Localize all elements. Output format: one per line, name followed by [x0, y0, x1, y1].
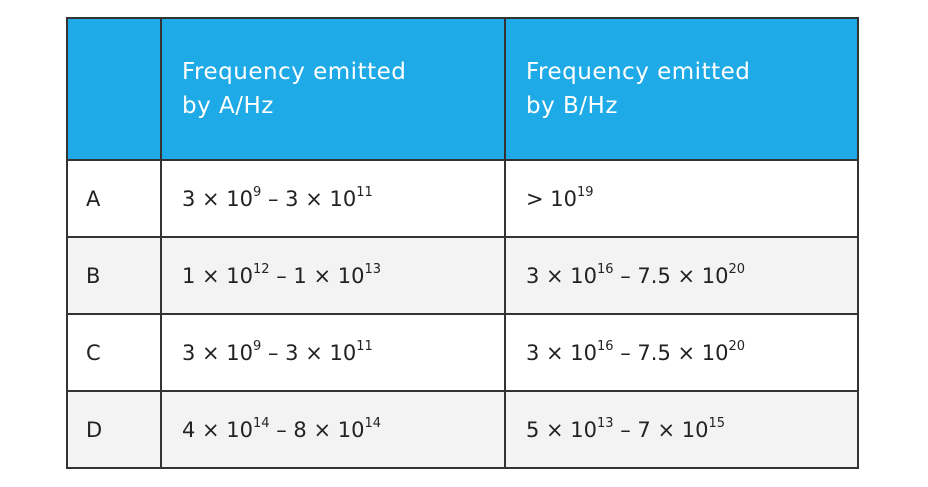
frequency-text: – 7.5 × 10: [613, 340, 729, 365]
exponent: 20: [728, 338, 746, 354]
exponent: 9: [253, 338, 262, 354]
header-cell: Frequency emitted by A/Hz: [160, 17, 506, 161]
frequency-text: 3 × 10: [526, 340, 598, 365]
frequency-cell: 3 × 1016 – 7.5 × 1020: [504, 236, 859, 315]
frequency-cell: 3 × 109 – 3 × 1011: [160, 313, 506, 392]
frequency-text: – 8 × 10: [269, 417, 365, 442]
row-label: D: [86, 417, 103, 442]
exponent: 14: [253, 415, 270, 431]
row-label-cell: C: [66, 313, 162, 392]
exponent: 19: [577, 184, 594, 200]
exponent: 13: [597, 415, 614, 431]
row-label: C: [86, 340, 101, 365]
frequency-cell: 1 × 1012 – 1 × 1013: [160, 236, 506, 315]
row-label: B: [86, 263, 101, 288]
frequency-cell: 3 × 109 – 3 × 1011: [160, 159, 506, 238]
exponent: 14: [364, 415, 382, 431]
exponent: 9: [253, 184, 262, 200]
row-label: A: [86, 186, 101, 211]
frequency-cell: 4 × 1014 – 8 × 1014: [160, 390, 506, 469]
frequency-cell: 5 × 1013 – 7 × 1015: [504, 390, 859, 469]
frequency-text: 4 × 10: [182, 417, 254, 442]
frequency-cell: 3 × 1016 – 7.5 × 1020: [504, 313, 859, 392]
exponent: 20: [728, 261, 746, 277]
exponent: 12: [253, 261, 270, 277]
header-text: Frequency emitted by B/Hz: [526, 59, 751, 119]
exponent: 16: [597, 338, 614, 354]
exponent: 11: [356, 338, 373, 354]
frequency-text: 3 × 10: [182, 340, 254, 365]
row-label-cell: A: [66, 159, 162, 238]
header-text: Frequency emitted by A/Hz: [182, 59, 407, 119]
exponent: 13: [364, 261, 382, 277]
frequency-text: 3 × 10: [182, 186, 254, 211]
frequency-cell: > 1019: [504, 159, 859, 238]
exponent: 15: [708, 415, 726, 431]
exponent: 11: [356, 184, 373, 200]
header-cell: Frequency emitted by B/Hz: [504, 17, 859, 161]
exponent: 16: [597, 261, 614, 277]
header-row: Frequency emitted by A/Hz Frequency emit…: [66, 17, 859, 161]
frequency-text: – 7.5 × 10: [613, 263, 729, 288]
header-corner: [66, 17, 162, 161]
frequency-text: – 7 × 10: [613, 417, 709, 442]
frequency-text: 3 × 10: [526, 263, 598, 288]
frequency-text: – 3 × 10: [261, 186, 357, 211]
frequency-text: – 3 × 10: [261, 340, 357, 365]
row-label-cell: D: [66, 390, 162, 469]
frequency-text: > 10: [526, 186, 577, 211]
frequency-table: Frequency emitted by A/Hz Frequency emit…: [66, 17, 859, 469]
frequency-text: 1 × 10: [182, 263, 254, 288]
frequency-text: – 1 × 10: [269, 263, 365, 288]
row-label-cell: B: [66, 236, 162, 315]
frequency-text: 5 × 10: [526, 417, 598, 442]
